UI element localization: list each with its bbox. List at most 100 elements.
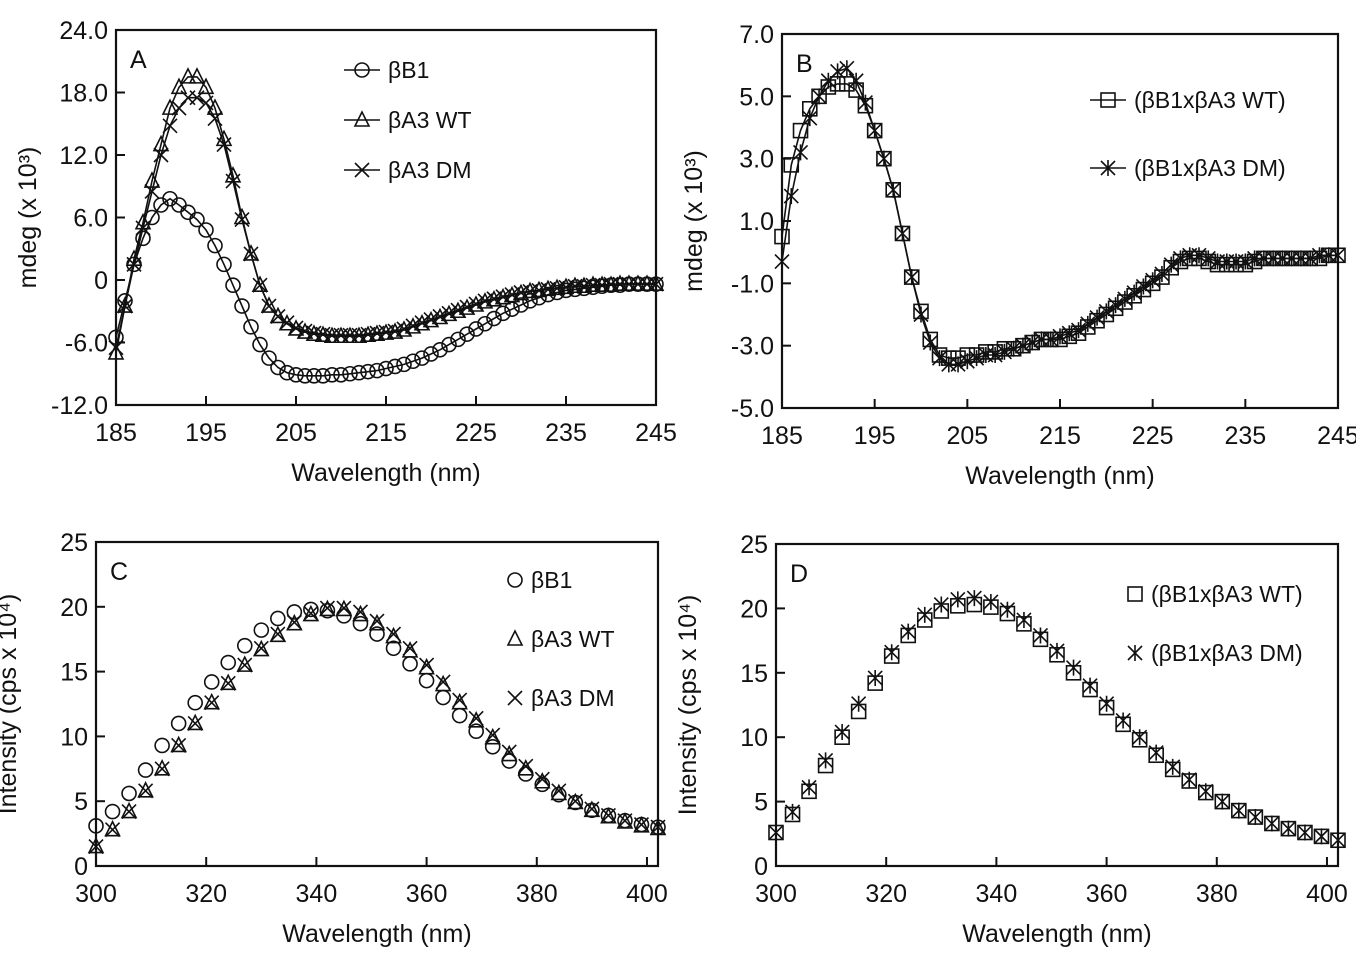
data-point bbox=[468, 296, 484, 312]
data-point bbox=[620, 274, 638, 291]
y-tick-label: 20 bbox=[60, 594, 88, 622]
x-tick-label: 400 bbox=[1306, 880, 1348, 908]
y-tick-label: 10 bbox=[60, 723, 88, 751]
y-tick-label: 5 bbox=[754, 789, 768, 817]
y-tick-label: 7.0 bbox=[739, 21, 774, 49]
y-tick-label: -5.0 bbox=[731, 395, 774, 423]
series-line bbox=[115, 76, 656, 354]
data-point bbox=[999, 601, 1015, 618]
x-tick-label: 215 bbox=[365, 419, 407, 447]
data-point bbox=[116, 296, 134, 313]
data-point bbox=[270, 359, 286, 376]
series--a3-dm bbox=[88, 600, 666, 855]
data-point bbox=[144, 183, 160, 200]
y-tick-label: 20 bbox=[740, 595, 768, 623]
data-point bbox=[848, 72, 864, 89]
data-point bbox=[1108, 297, 1124, 314]
legend-marker bbox=[1127, 586, 1143, 602]
data-point bbox=[950, 591, 966, 608]
data-point bbox=[567, 792, 584, 810]
data-point bbox=[387, 323, 403, 339]
data-point bbox=[1302, 250, 1318, 267]
data-point bbox=[154, 761, 170, 777]
data-point bbox=[1135, 278, 1151, 295]
data-point bbox=[269, 625, 287, 643]
data-point bbox=[650, 819, 666, 835]
data-point bbox=[315, 368, 331, 384]
data-point bbox=[351, 364, 367, 381]
data-point bbox=[1297, 824, 1313, 841]
data-point bbox=[792, 144, 809, 161]
data-point bbox=[385, 626, 402, 644]
y-tick-label: 12.0 bbox=[59, 142, 108, 170]
data-point bbox=[117, 298, 133, 314]
y-tick-label: 1.0 bbox=[739, 208, 774, 236]
chart-panel-d: 300 320 340 360 380 400 0 5 10 15 20 25 Wavelength (… bbox=[674, 531, 1348, 948]
data-point bbox=[567, 794, 584, 811]
y-tick-label: -12.0 bbox=[51, 392, 108, 420]
data-point bbox=[931, 350, 948, 367]
data-point bbox=[108, 340, 124, 356]
legend-marker bbox=[507, 690, 523, 706]
data-point bbox=[513, 297, 529, 313]
data-point bbox=[1163, 256, 1179, 273]
series--b1x-a3-wt- bbox=[774, 76, 1346, 366]
chart-panel-a: 185 195 205 215 225 235 245 -12.0 -6.0 0 6.0 12.0 18… bbox=[14, 17, 677, 487]
data-point bbox=[583, 800, 601, 818]
data-point bbox=[459, 326, 475, 342]
data-point bbox=[894, 225, 911, 242]
data-point bbox=[484, 727, 502, 745]
data-point bbox=[933, 596, 949, 613]
data-point bbox=[922, 334, 938, 351]
plot-frame bbox=[94, 540, 660, 868]
x-tick-label: 300 bbox=[75, 880, 117, 908]
data-point bbox=[234, 212, 250, 228]
x-axis-label: Wavelength (nm) bbox=[282, 920, 471, 948]
data-point bbox=[342, 365, 358, 382]
data-point bbox=[1145, 272, 1161, 289]
data-point bbox=[1214, 793, 1230, 810]
data-point bbox=[1052, 328, 1068, 345]
data-point bbox=[270, 626, 286, 642]
data-point bbox=[286, 614, 302, 630]
legend-entry: (βB1xβA3 DM) bbox=[1090, 155, 1286, 181]
data-point bbox=[818, 752, 834, 769]
data-point bbox=[566, 276, 584, 294]
data-point bbox=[900, 623, 916, 640]
data-point bbox=[387, 358, 403, 375]
data-point bbox=[1231, 802, 1247, 819]
data-point bbox=[198, 222, 214, 238]
legend-label: βB1 bbox=[531, 567, 572, 593]
data-point bbox=[237, 657, 253, 673]
x-tick-label: 205 bbox=[275, 419, 317, 447]
legend-marker bbox=[354, 162, 370, 178]
data-point bbox=[423, 346, 439, 362]
data-point bbox=[432, 341, 448, 358]
legend-entry: βB1 bbox=[344, 57, 429, 83]
series--a3-wt bbox=[87, 599, 667, 854]
data-point bbox=[414, 315, 430, 331]
data-point bbox=[216, 137, 232, 153]
data-point bbox=[459, 299, 475, 315]
data-point bbox=[88, 838, 104, 855]
panel-letter: B bbox=[796, 50, 813, 78]
y-tick-label: 18.0 bbox=[59, 80, 108, 108]
data-point bbox=[170, 77, 188, 95]
y-tick-label: 10 bbox=[740, 724, 768, 752]
data-point bbox=[402, 656, 418, 672]
data-point bbox=[369, 626, 385, 642]
data-point bbox=[450, 302, 466, 318]
data-point bbox=[220, 675, 236, 691]
y-tick-label: -1.0 bbox=[731, 270, 774, 298]
x-tick-label: 235 bbox=[545, 419, 587, 447]
data-point bbox=[996, 343, 1012, 360]
data-point bbox=[418, 672, 435, 689]
data-point bbox=[1198, 783, 1214, 800]
data-point bbox=[206, 98, 224, 115]
data-point bbox=[1015, 337, 1031, 354]
legend-marker bbox=[506, 629, 524, 646]
data-point bbox=[1181, 771, 1197, 788]
data-point bbox=[904, 269, 920, 286]
x-axis-label: Wavelength (nm) bbox=[291, 459, 480, 487]
data-point bbox=[611, 274, 629, 291]
